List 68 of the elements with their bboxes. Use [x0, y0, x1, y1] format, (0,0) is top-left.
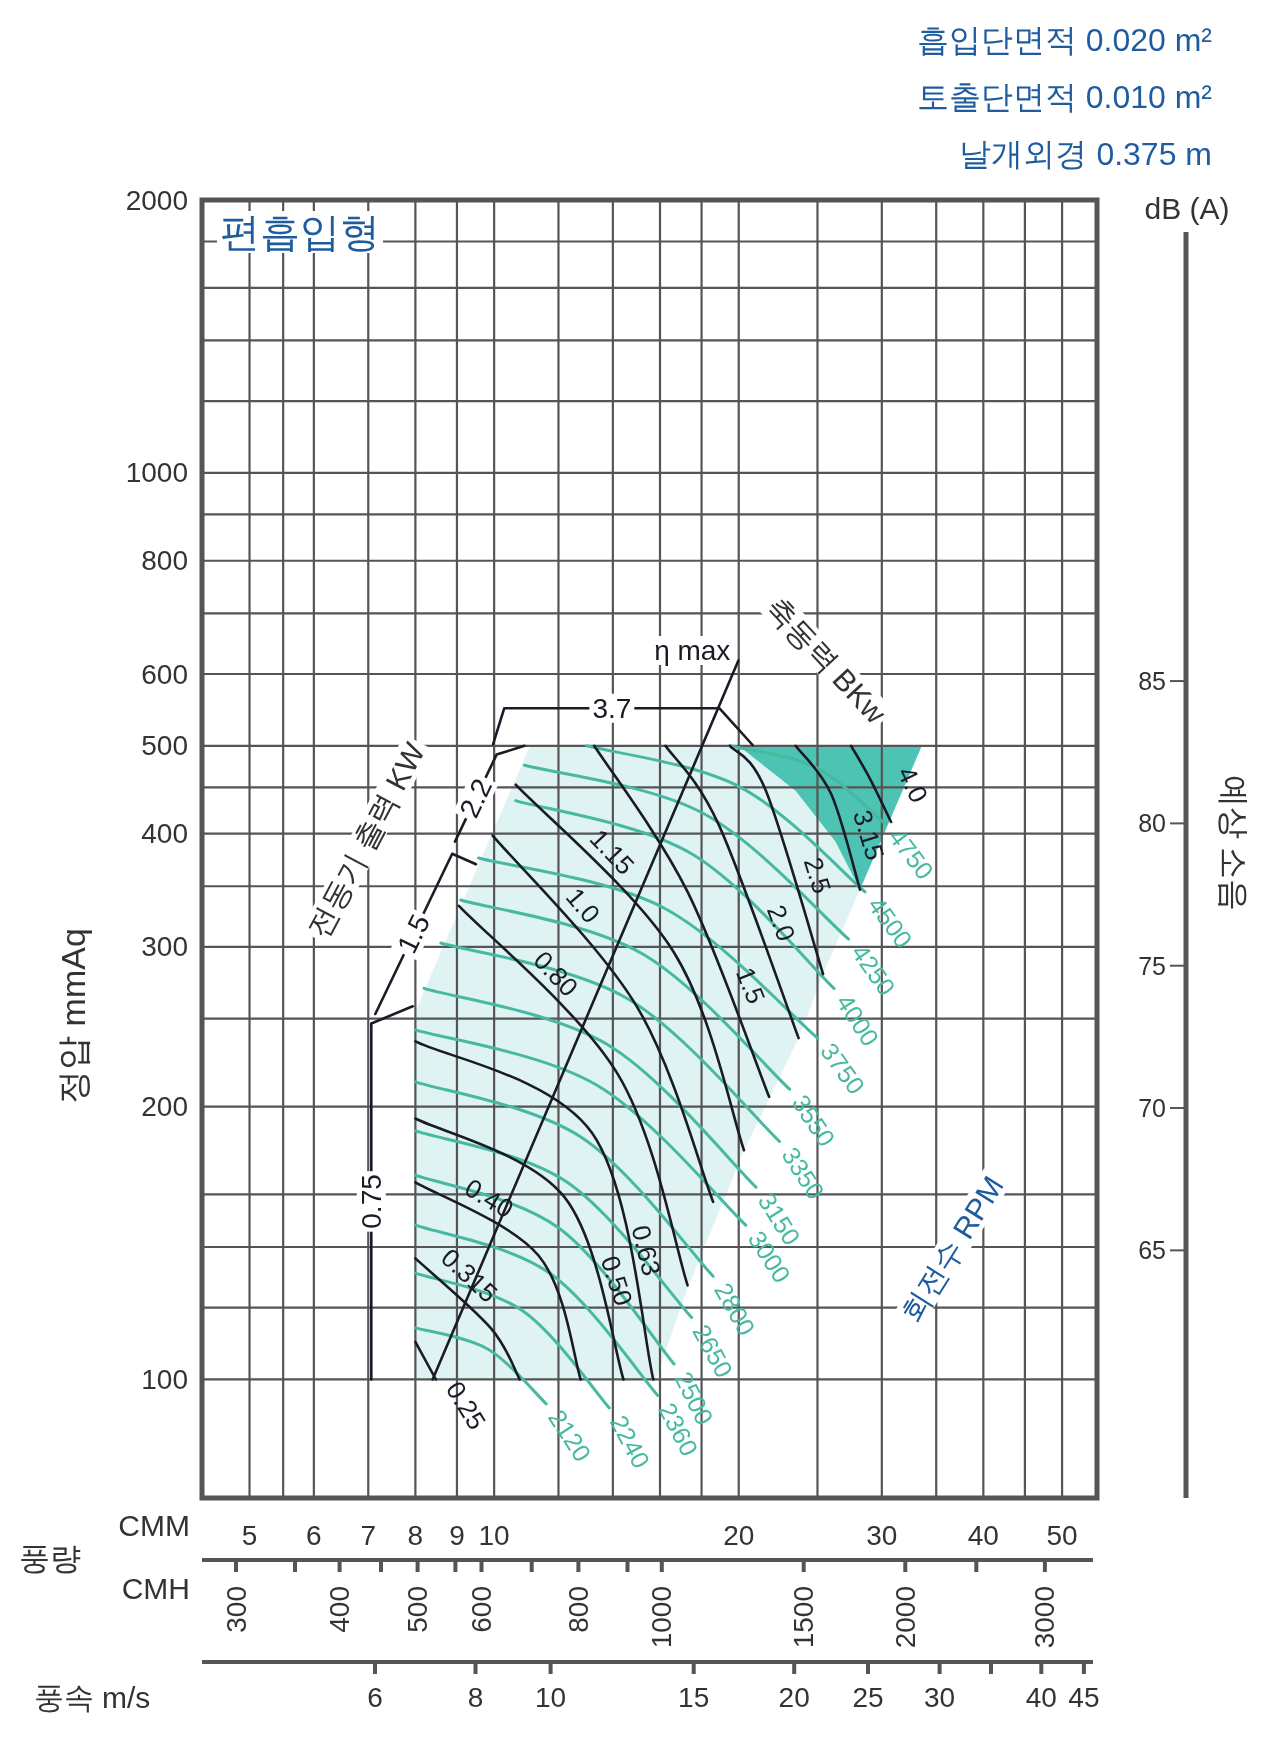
series-label: 1.5: [730, 963, 772, 1008]
xtick: 6: [306, 1519, 322, 1551]
series-label: 1.5: [391, 909, 437, 959]
annotation: 20: [778, 1681, 810, 1713]
y2tick: 65: [1138, 1236, 1166, 1265]
ylabel: 정압 mmAq: [54, 928, 92, 1104]
xtick: 40: [967, 1519, 999, 1551]
series-label: 3.15: [847, 806, 891, 864]
series-label: 0.80: [527, 944, 585, 1003]
annotation: 2000: [889, 1586, 921, 1649]
annotation: CMH: [121, 1571, 190, 1605]
xlabel: CMM: [118, 1508, 190, 1542]
series-label: 2240: [604, 1410, 656, 1473]
xtick: 5: [241, 1519, 258, 1551]
annotation: 1000: [646, 1586, 678, 1649]
series-label: 0.40: [459, 1172, 519, 1225]
annotation: 1500: [788, 1586, 820, 1649]
series-label: 4.0: [891, 761, 935, 808]
ytick: 500: [141, 730, 188, 762]
annotation: 30: [924, 1681, 956, 1713]
y2label: 예상 소음: [1216, 774, 1252, 912]
series-label: 1.15: [583, 823, 641, 881]
ytick: 100: [141, 1363, 188, 1395]
annotation: 800: [562, 1586, 594, 1633]
annotation: 300: [220, 1586, 252, 1633]
xtick: 8: [407, 1519, 424, 1551]
annotation: 600: [466, 1586, 497, 1633]
ytick: 1000: [125, 457, 188, 489]
y2tick: 75: [1138, 951, 1166, 980]
series-label: 3.7: [592, 692, 632, 724]
annotation: 토출단면적 0.010 m²: [916, 79, 1212, 115]
annotation: 40: [1025, 1681, 1057, 1713]
series-label: 2.0: [760, 900, 802, 946]
annotation: 3000: [1029, 1586, 1061, 1649]
xtick: 9: [449, 1519, 465, 1551]
ytick: 600: [141, 658, 188, 690]
series-label: 1.0: [559, 882, 607, 929]
annotation: 45: [1068, 1681, 1100, 1713]
xtick: 30: [866, 1519, 898, 1551]
annotation: 8: [467, 1681, 484, 1713]
ytick: 800: [141, 545, 188, 577]
series-label: 2.2: [453, 773, 499, 823]
xtick: 20: [723, 1519, 755, 1551]
ytick: 400: [141, 818, 188, 850]
ytick: 300: [141, 931, 188, 963]
series-label: 2.5: [797, 853, 838, 897]
series-label: η max: [654, 634, 731, 666]
annotation: 풍속 m/s: [33, 1680, 151, 1714]
annotation: 흡입단면적 0.020 m²: [916, 22, 1212, 58]
y2tick: 85: [1138, 667, 1166, 696]
annotation: 400: [324, 1586, 356, 1633]
xtick: 10: [478, 1519, 510, 1551]
annotation: 10: [535, 1681, 567, 1713]
y2tick: 70: [1138, 1094, 1166, 1123]
annotation: 15: [678, 1681, 710, 1713]
annotation: 날개외경 0.375 m: [959, 136, 1212, 172]
xtick: 7: [360, 1519, 377, 1551]
annotation: 6: [367, 1681, 383, 1713]
annotation: 풍량: [19, 1540, 81, 1576]
annotation: 25: [852, 1681, 884, 1713]
y2tick: 80: [1138, 809, 1166, 838]
ytick: 2000: [125, 184, 188, 216]
annotation: dB (A): [1144, 191, 1230, 225]
ytick: 200: [141, 1091, 188, 1123]
series-label: 0.75: [355, 1174, 387, 1229]
annotation: 500: [402, 1586, 434, 1633]
subtitle: 편흡입형: [220, 210, 380, 254]
xtick: 50: [1046, 1519, 1078, 1551]
